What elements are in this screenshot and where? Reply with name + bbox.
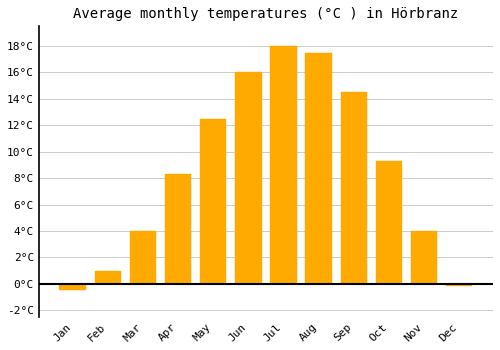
Bar [130, 231, 156, 284]
Bar [340, 92, 367, 284]
Bar [306, 53, 332, 284]
Bar [60, 284, 86, 290]
Bar [411, 231, 438, 284]
Bar [235, 72, 262, 284]
Bar [165, 174, 191, 284]
Bar [376, 161, 402, 284]
Bar [270, 46, 296, 284]
Bar [446, 284, 472, 286]
Title: Average monthly temperatures (°C ) in Hörbranz: Average monthly temperatures (°C ) in Hö… [74, 7, 458, 21]
Bar [200, 119, 226, 284]
Bar [94, 271, 121, 284]
